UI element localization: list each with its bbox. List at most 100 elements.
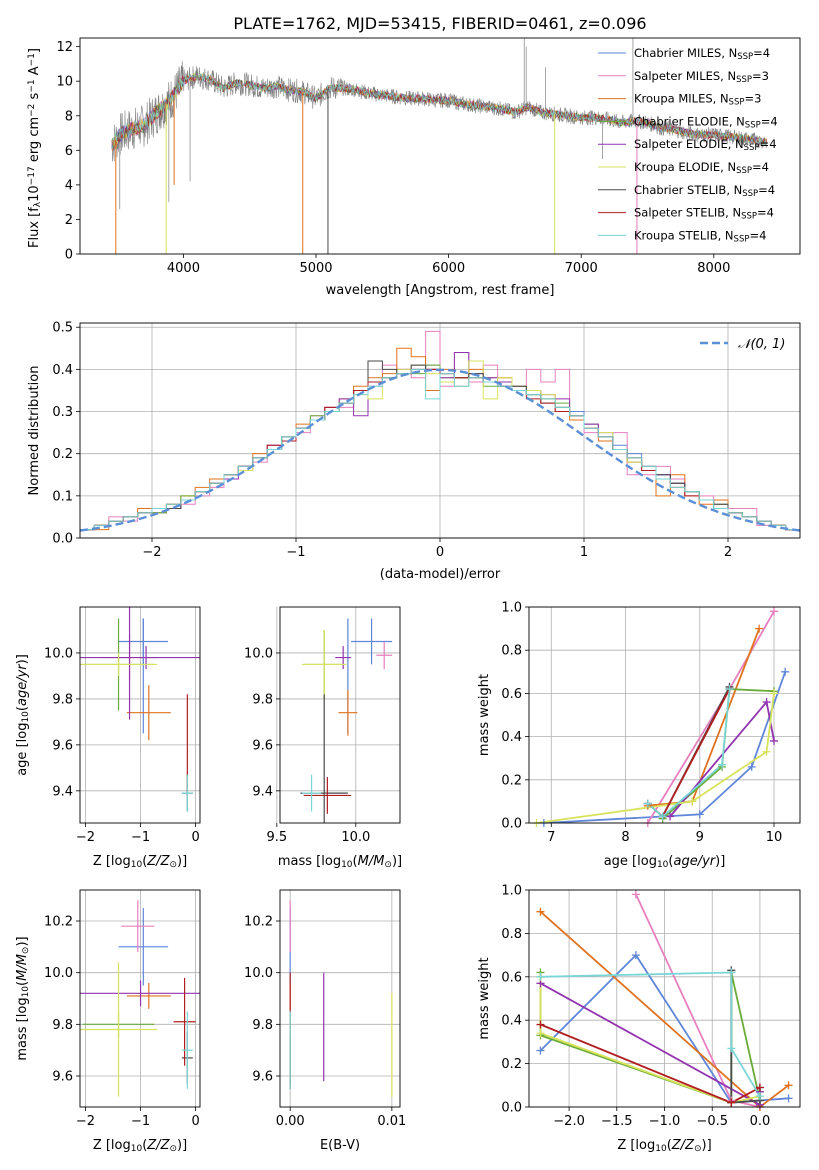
x-axis-label: wavelength [Angstrom, rest frame] [326, 283, 555, 298]
weight-marker [784, 1094, 793, 1103]
mass-weight-vs-age-panel: 7 8 9 10 0.0 0.2 0.4 0.6 0.8 1.0 age [log10(age/yr… [477, 601, 801, 870]
legend-label: Kroupa STELIB, NSSP=4 [634, 228, 766, 244]
x-axis-label: age [log10(age/yr)] [604, 854, 726, 870]
x-tick-label: 4000 [167, 261, 200, 276]
x-tick-label: −0.5 [696, 1114, 728, 1129]
legend-label: Chabrier STELIB, NSSP=4 [634, 183, 775, 199]
y-tick-label: 9.4 [52, 784, 73, 799]
mass-vs-ebv-frame [279, 889, 401, 1108]
weight-line-kroupa-miles [539, 911, 790, 1107]
y-tick-label: 10.0 [244, 646, 273, 661]
normal-curve [80, 368, 800, 532]
y-tick-label: 2 [65, 213, 73, 228]
x-tick-label: 0 [191, 1114, 199, 1129]
legend-label: Salpeter ELODIE, NSSP=4 [634, 137, 777, 153]
age-vs-mass-plot-area [280, 607, 400, 823]
legend-label: 𝒩(0, 1) [738, 337, 785, 352]
x-tick-label: −1 [286, 545, 305, 560]
histogram-kroupa-stelib [80, 368, 800, 531]
weight-marker [643, 799, 652, 808]
weight-marker [725, 685, 734, 694]
weight-marker [631, 951, 640, 960]
weight-marker [784, 1081, 793, 1090]
residuals-panel: −2 −1 0 1 2 0.0 0.1 0.2 0.3 0.4 0.5 (data-model)/er… [27, 321, 801, 582]
x-tick-label: 0.01 [377, 1114, 406, 1129]
model-spectrum-kroupa-stelib [111, 72, 767, 149]
y-tick-label: 0.6 [501, 687, 522, 702]
y-tick-label: 9.6 [252, 1070, 273, 1085]
weight-marker [536, 1029, 545, 1038]
weight-marker [631, 890, 640, 899]
x-tick-label: 2 [724, 545, 732, 560]
weight-marker [781, 667, 790, 676]
x-tick-label: 0.00 [276, 1114, 305, 1129]
weight-line-kroupa-stelib [647, 689, 731, 818]
y-tick-label: 0.5 [52, 321, 73, 336]
weight-marker [666, 812, 675, 821]
x-tick-label: −1 [131, 830, 150, 845]
residuals-marks [80, 330, 800, 532]
weight-marker [770, 736, 779, 745]
weight-marker [762, 698, 771, 707]
legend-label: Chabrier ELODIE, NSSP=4 [634, 114, 778, 130]
y-tick-label: 0.2 [52, 447, 73, 462]
y-tick-label: 0.6 [501, 970, 522, 985]
y-tick-label: 0.0 [501, 817, 522, 832]
y-tick-label: 10 [56, 75, 73, 90]
x-axis-label: Z [log10(Z/Z⊙)] [93, 1138, 187, 1154]
x-tick-label: 7 [547, 830, 555, 845]
weight-line-kroupa-stelib [540, 971, 761, 1097]
weight-marker [536, 907, 545, 916]
y-axis-label: mass [log10(M/M⊙)] [15, 936, 31, 1060]
y-tick-label: 6 [65, 144, 73, 159]
figure-title: PLATE=1762, MJD=53415, FIBERID=0461, z=0… [233, 14, 646, 33]
age-vs-Z-frame [79, 606, 201, 824]
y-tick-label: 9.6 [52, 1070, 73, 1085]
weight-marker [727, 1044, 736, 1053]
weight-line-kroupa-elodie [539, 976, 761, 1104]
y-tick-label: 9.6 [52, 738, 73, 753]
x-tick-label: 7000 [565, 261, 598, 276]
age-vs-Z-marks [80, 607, 200, 812]
y-tick-label: 9.8 [52, 1018, 73, 1033]
weight-marker [755, 1092, 764, 1101]
legend-label: Salpeter STELIB, NSSP=4 [634, 206, 774, 222]
y-tick-label: 9.8 [252, 1018, 273, 1033]
weight-marker [536, 1020, 545, 1029]
x-tick-label: 6000 [432, 261, 465, 276]
y-tick-label: 0.1 [52, 489, 73, 504]
y-tick-label: 0.8 [501, 927, 522, 942]
weight-marker [695, 810, 704, 819]
histogram-salpeter-miles [80, 330, 800, 531]
mass-vs-Z-marks [80, 900, 200, 1097]
weight-marker [770, 607, 779, 616]
x-tick-label: −1.0 [649, 1114, 681, 1129]
y-tick-label: 9.6 [252, 738, 273, 753]
y-tick-label: 0.2 [501, 1057, 522, 1072]
x-tick-label: 8000 [697, 261, 730, 276]
weight-marker [770, 689, 779, 698]
x-tick-label: −2 [142, 545, 161, 560]
y-tick-label: 10.2 [244, 915, 273, 930]
y-tick-label: 10.0 [244, 966, 273, 981]
x-axis-label: E(B-V) [320, 1138, 360, 1153]
mass-vs-ebv-panel: 0.00 0.01 9.6 9.8 10.0 10.2 E(B-V) [244, 889, 406, 1153]
mass-vs-ebv-plot-area [280, 890, 400, 1107]
weight-marker [727, 968, 736, 977]
x-tick-label: 1 [580, 545, 588, 560]
spectrum-panel: 4000 5000 6000 7000 8000 0 2 4 6 8 10 12 wavelength … [27, 37, 801, 298]
weight-marker [536, 972, 545, 981]
x-axis-label: (data-model)/error [380, 567, 501, 582]
x-tick-label: 0 [436, 545, 444, 560]
y-tick-label: 0.0 [52, 532, 73, 547]
mass-weight-vs-age-plot-area [529, 607, 800, 823]
spectrum-marks [111, 38, 767, 254]
weight-marker [755, 1083, 764, 1092]
mass-weight-vs-age-frame [528, 606, 801, 824]
y-tick-label: 10.0 [44, 646, 73, 661]
y-tick-label: 1.0 [501, 601, 522, 616]
y-tick-label: 10.2 [44, 915, 73, 930]
x-tick-label: 10.0 [341, 830, 370, 845]
mass-weight-vs-Z-panel: −2.0 −1.5 −1.0 −0.5 0.0 0.0 0.2 0.4 0.6 0.8 1.0 Z [… [477, 884, 801, 1154]
